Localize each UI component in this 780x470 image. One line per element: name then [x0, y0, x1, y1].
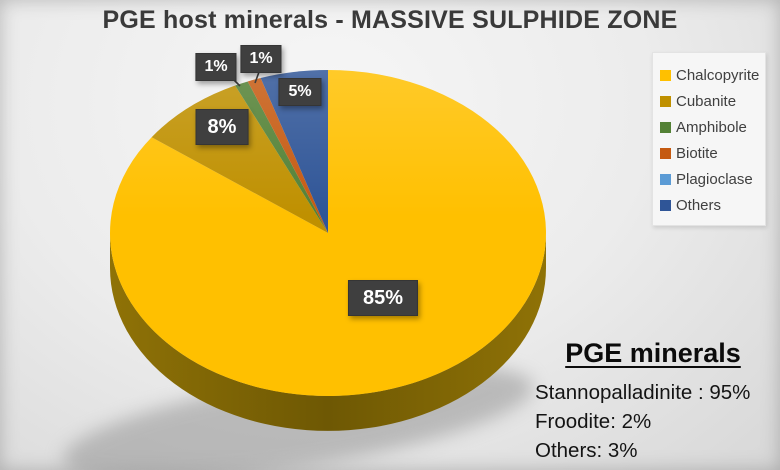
caption-heading: PGE minerals — [565, 338, 741, 368]
legend: Chalcopyrite Cubanite Amphibole Biotite Plag… — [652, 52, 766, 226]
data-label-biotite: 1% — [240, 45, 282, 73]
data-label-chalcopyrite: 85% — [347, 280, 419, 316]
data-label-others: 5% — [278, 78, 322, 106]
pge-minerals-caption: PGE minerals Stannopalladinite : 95% Fro… — [528, 338, 778, 465]
caption-line: Froodite: 2% — [535, 410, 652, 433]
legend-swatch-icon — [660, 121, 671, 133]
legend-item-label: Chalcopyrite — [676, 66, 760, 84]
legend-swatch-icon — [660, 173, 671, 185]
legend-item-label: Plagioclase — [676, 170, 753, 188]
legend-swatch-icon — [660, 199, 671, 211]
data-label-cubanite: 8% — [195, 109, 249, 145]
legend-item-biotite: Biotite — [660, 140, 759, 166]
legend-item-chalcopyrite: Chalcopyrite — [660, 62, 759, 88]
legend-item-cubanite: Cubanite — [660, 88, 759, 114]
data-label-amphibole: 1% — [195, 53, 237, 81]
legend-item-label: Others — [676, 196, 722, 214]
legend-item-label: Amphibole — [676, 118, 747, 136]
legend-swatch-icon — [660, 147, 671, 159]
legend-item-plagioclase: Plagioclase — [660, 166, 759, 192]
label-leader-line — [254, 71, 260, 84]
caption-line: Stannopalladinite : 95% — [535, 381, 751, 404]
pie-side-3d — [110, 233, 546, 431]
legend-item-label: Cubanite — [676, 92, 737, 110]
legend-item-others: Others — [660, 192, 759, 218]
pie-highlight — [110, 70, 546, 396]
chart-title: PGE host minerals - MASSIVE SULPHIDE ZON… — [102, 6, 678, 34]
caption-line: Others: 3% — [535, 439, 638, 462]
legend-item-label: Biotite — [676, 144, 718, 162]
legend-swatch-icon — [660, 95, 671, 107]
legend-item-amphibole: Amphibole — [660, 114, 759, 140]
legend-swatch-icon — [660, 69, 671, 81]
